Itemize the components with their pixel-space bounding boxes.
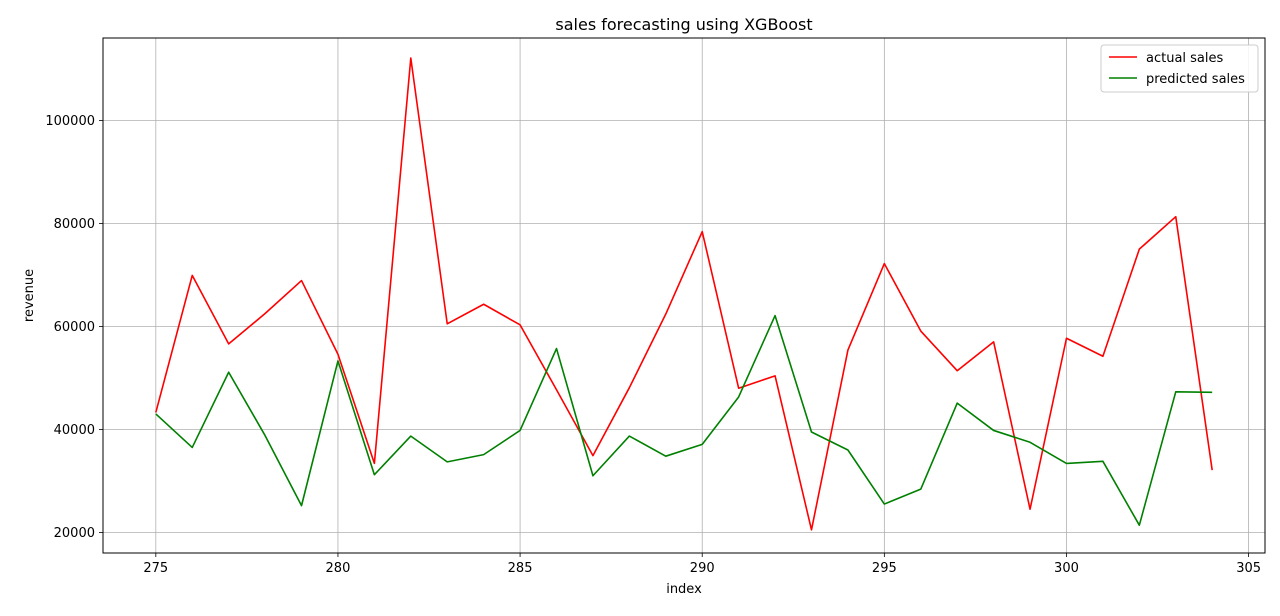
y-axis-label: revenue	[22, 269, 37, 322]
legend-label: predicted sales	[1146, 72, 1245, 87]
x-tick-label: 290	[690, 561, 715, 576]
chart-title: sales forecasting using XGBoost	[555, 15, 812, 34]
x-tick-label: 305	[1236, 561, 1261, 576]
x-tick-label: 295	[872, 561, 897, 576]
plot-frame	[102, 37, 1266, 554]
x-tick-label: 285	[508, 561, 533, 576]
x-tick-label: 280	[326, 561, 351, 576]
series-lines	[155, 57, 1213, 531]
series-line-predicted-sales	[155, 314, 1213, 526]
y-tick-label: 100000	[45, 114, 95, 129]
axis-ticks: 275 280 285 290 295 300 305 20000 40000 60000 8000…	[45, 114, 1261, 576]
grid-lines	[103, 38, 1265, 553]
y-tick-label: 80000	[54, 217, 95, 232]
x-tick-label: 275	[143, 561, 168, 576]
series-line-actual-sales	[155, 57, 1213, 531]
legend-label: actual sales	[1146, 51, 1224, 66]
legend: actual sales predicted sales	[1100, 44, 1259, 93]
y-tick-label: 40000	[54, 423, 95, 438]
y-tick-label: 60000	[54, 320, 95, 335]
legend-box	[1100, 44, 1259, 93]
x-tick-label: 300	[1054, 561, 1079, 576]
y-tick-label: 20000	[54, 526, 95, 541]
x-axis-label: index	[666, 582, 702, 597]
